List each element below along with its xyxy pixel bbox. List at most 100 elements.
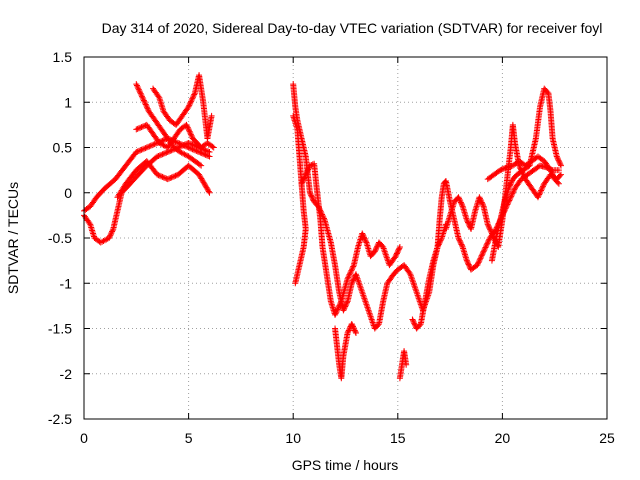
data-point xyxy=(356,280,363,287)
data-point xyxy=(393,251,400,258)
data-point xyxy=(179,142,186,149)
data-point xyxy=(156,172,163,179)
data-point xyxy=(548,169,555,176)
data-point xyxy=(485,224,492,231)
data-point xyxy=(412,286,419,293)
data-point xyxy=(352,330,359,337)
data-point xyxy=(108,229,115,236)
data-point xyxy=(416,298,423,305)
data-point xyxy=(550,173,557,180)
data-point xyxy=(360,293,367,300)
data-point xyxy=(484,221,491,228)
data-point xyxy=(485,222,492,229)
data-point xyxy=(309,196,316,203)
data-point xyxy=(346,271,353,278)
data-point xyxy=(358,287,365,294)
data-point xyxy=(142,101,149,108)
data-point xyxy=(475,259,482,266)
data-point xyxy=(483,241,490,248)
data-point xyxy=(411,283,418,290)
data-point xyxy=(476,258,483,265)
data-point xyxy=(478,198,485,205)
data-point xyxy=(199,176,206,183)
data-point xyxy=(483,243,490,250)
data-point xyxy=(209,143,216,150)
data-point xyxy=(411,281,418,288)
data-point xyxy=(142,100,149,107)
y-tick-label: -2.5 xyxy=(48,411,72,427)
data-point xyxy=(368,316,375,323)
data-point xyxy=(536,190,543,197)
data-point xyxy=(187,130,194,137)
data-point xyxy=(188,96,195,103)
data-point xyxy=(359,290,366,297)
data-point xyxy=(410,319,417,326)
data-point xyxy=(185,103,192,110)
data-point xyxy=(497,167,504,174)
data-point xyxy=(456,196,463,203)
data-point xyxy=(554,154,561,161)
data-point xyxy=(349,278,356,285)
data-point xyxy=(186,127,193,134)
data-point xyxy=(556,158,563,165)
data-point xyxy=(456,195,463,202)
data-point xyxy=(165,175,172,182)
data-point xyxy=(305,166,312,173)
data-point xyxy=(347,268,354,275)
data-point xyxy=(383,254,390,261)
x-tick-label: 25 xyxy=(599,430,615,446)
x-axis-label: GPS time / hours xyxy=(292,457,399,473)
data-point xyxy=(140,96,147,103)
data-point xyxy=(162,150,169,157)
data-point xyxy=(474,262,481,269)
data-point xyxy=(548,168,555,175)
data-point xyxy=(133,82,140,89)
data-point xyxy=(538,187,545,194)
data-point xyxy=(134,125,141,132)
data-point xyxy=(465,220,472,227)
data-point xyxy=(191,91,198,98)
data-point xyxy=(480,248,487,255)
data-point xyxy=(488,229,495,236)
data-point xyxy=(477,196,484,203)
data-point xyxy=(372,247,379,254)
data-point xyxy=(414,292,421,299)
data-point xyxy=(348,280,355,287)
data-point xyxy=(201,180,208,187)
data-point xyxy=(351,326,358,333)
data-point xyxy=(138,124,145,131)
data-point xyxy=(556,172,563,179)
data-point xyxy=(496,168,503,175)
data-point xyxy=(136,87,143,94)
data-point xyxy=(479,249,486,256)
data-point xyxy=(409,316,416,323)
data-point xyxy=(154,153,161,160)
chart-title: Day 314 of 2020, Sidereal Day-to-day VTE… xyxy=(102,20,603,36)
data-point xyxy=(465,261,472,268)
x-tick-label: 10 xyxy=(285,430,301,446)
data-point xyxy=(383,253,390,260)
data-point xyxy=(487,227,494,234)
data-point xyxy=(308,193,315,200)
data-point xyxy=(362,298,369,305)
data-point xyxy=(546,165,553,172)
data-point xyxy=(301,174,308,181)
data-point xyxy=(199,178,206,185)
data-point xyxy=(133,149,140,156)
data-point xyxy=(349,322,356,329)
data-points xyxy=(81,72,564,382)
data-point xyxy=(499,166,506,173)
data-point xyxy=(476,256,483,263)
data-point xyxy=(309,194,316,201)
data-point xyxy=(86,220,93,227)
data-point xyxy=(200,179,207,186)
data-point xyxy=(350,263,357,270)
x-tick-label: 15 xyxy=(390,430,406,446)
data-point xyxy=(181,141,188,148)
data-point xyxy=(348,320,355,327)
data-point xyxy=(171,173,178,180)
axis-ticks: 0 5 10 15 20 25 -2.5 -2 -1.5 -1 -0.5 0 0.5 1 1.5 xyxy=(48,49,615,446)
x-tick-label: 5 xyxy=(185,430,193,446)
data-point xyxy=(107,232,114,239)
data-point xyxy=(510,187,517,194)
